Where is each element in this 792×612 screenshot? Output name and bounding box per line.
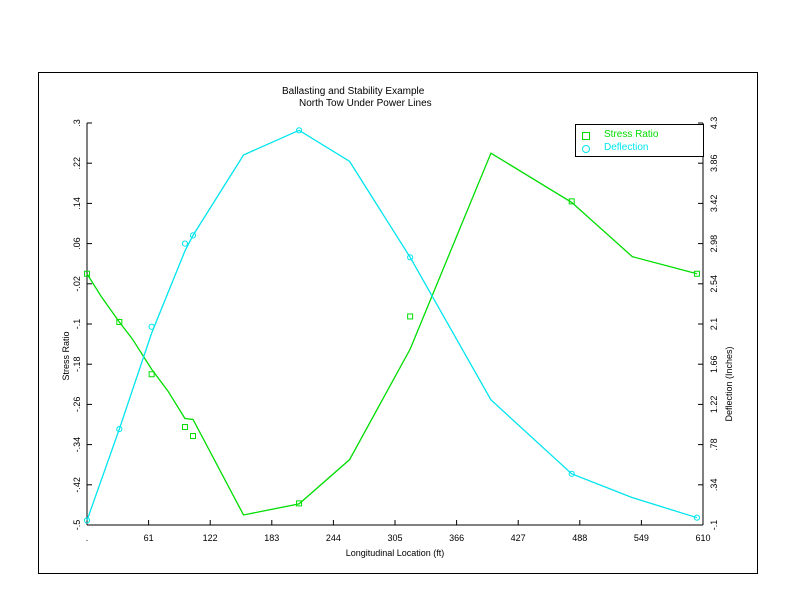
y-tick-label-left: -.1 [72,319,82,330]
x-tick-label: 61 [144,533,154,543]
data-point-square [407,313,414,320]
x-tick-label: 305 [387,533,402,543]
y-tick-label-left: -.42 [72,477,82,493]
y-tick-label-left: .14 [72,197,82,210]
y-tick-label-right: 1.66 [709,355,719,373]
y-tick-label-right: 2.98 [709,235,719,253]
x-tick-label: . [86,533,89,543]
y-tick-label-left: -.26 [72,397,82,413]
y-axis-label-left: Stress Ratio [61,331,71,380]
y-tick-label-left: .06 [72,237,82,250]
data-point-square [296,500,303,507]
y-tick-label-left: -.02 [72,276,82,292]
data-point-square [190,433,197,440]
square-marker-icon [582,132,590,140]
y-tick-label-left: -.18 [72,356,82,372]
y-tick-label-left: -.34 [72,437,82,453]
data-point-circle [568,470,575,477]
y-tick-label-left: .3 [72,119,82,127]
y-tick-label-right: 3.86 [709,154,719,172]
y-tick-label-left: -.5 [72,520,82,531]
data-point-square [84,270,90,277]
y-tick-label-right: 2.1 [709,318,719,331]
y-tick-label-right: .34 [709,479,719,492]
data-point-square [116,318,123,325]
x-tick-label: 427 [511,533,526,543]
x-tick-label: 488 [572,533,587,543]
x-tick-label: 610 [695,533,710,543]
data-point-circle [83,517,91,524]
y-tick-label-right: .78 [709,438,719,451]
y-tick-label-right: 3.42 [709,195,719,213]
y-tick-label-left: .22 [72,157,82,170]
plot-frame [38,72,758,574]
x-tick-label: 244 [326,533,341,543]
x-tick-label: 122 [203,533,218,543]
x-axis-label: Longitudinal Location (ft) [346,548,445,558]
chart-subtitle: North Tow Under Power Lines [299,98,432,109]
data-point-square [148,371,155,378]
x-tick-label: 183 [264,533,279,543]
legend-label-stress-ratio: Stress Ratio [604,129,659,140]
data-point-square [693,270,700,277]
data-point-square [568,198,575,205]
data-point-circle [407,254,414,261]
chart-title: Ballasting and Stability Example [282,86,425,97]
data-point-square [181,424,188,431]
y-tick-label-right: 2.54 [709,275,719,293]
data-point-circle [693,514,701,521]
y-tick-label-right: 4.3 [709,117,719,130]
legend: Stress Ratio Deflection [575,124,704,157]
data-point-circle [295,127,303,134]
series-line-1 [86,129,698,521]
data-point-circle [116,425,123,433]
y-axis-label-right: Deflection (Inches) [724,346,734,421]
y-tick-label-right: -.1 [709,520,719,531]
data-point-circle [181,240,189,247]
x-tick-label: 366 [449,533,464,543]
data-point-circle [189,232,197,239]
y-tick-label-right: 1.22 [709,396,719,414]
legend-label-deflection: Deflection [604,142,649,153]
series-line-0 [86,152,698,516]
x-tick-label: 549 [634,533,649,543]
circle-marker-icon [582,145,590,153]
data-point-circle [148,323,155,330]
